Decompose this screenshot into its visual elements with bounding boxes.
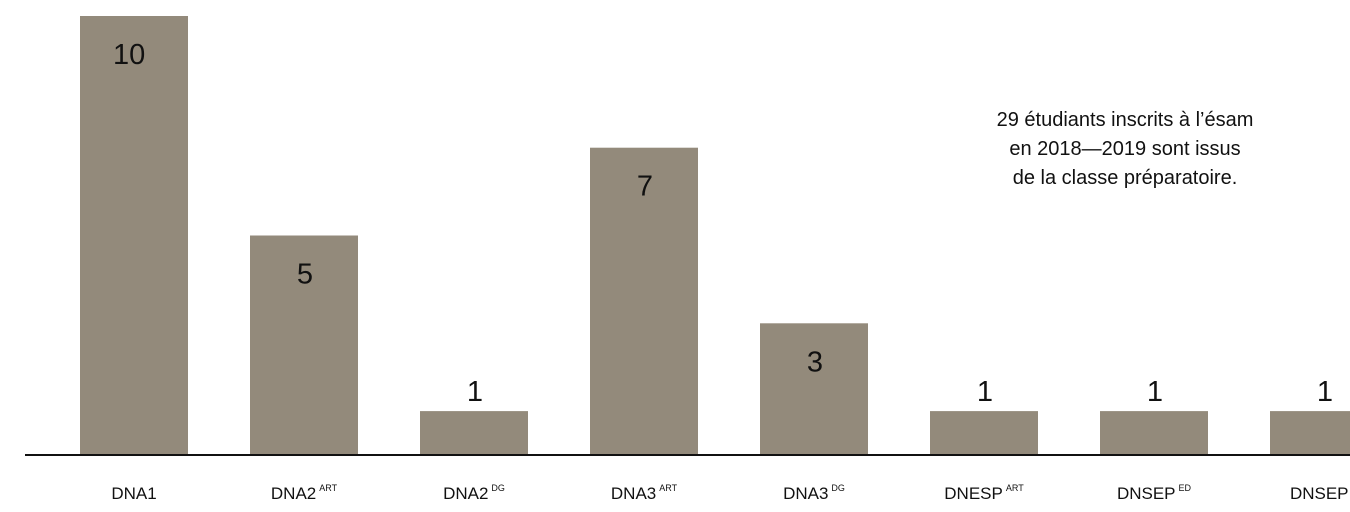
bar-value-label-4: 7 — [637, 171, 653, 203]
bar-value-label-6: 1 — [977, 376, 993, 408]
annotation-line-2: en 2018—2019 sont issus — [1009, 138, 1241, 160]
category-label-main: DNA1 — [111, 484, 156, 503]
category-label-4: DNA3 ART — [611, 483, 678, 503]
category-label-main: DNA2 — [271, 484, 316, 503]
category-label-7: DNSEP ED — [1117, 483, 1192, 503]
category-label-main: DNA2 — [443, 484, 488, 503]
chart-annotation: 29 étudiants inscrits à l’ésam en 2018—2… — [915, 106, 1335, 193]
bar-7 — [1100, 411, 1208, 455]
bar-6 — [930, 411, 1038, 455]
category-label-5: DNA3 DG — [783, 483, 845, 503]
category-label-main: DNESP — [944, 484, 1003, 503]
category-label-superscript: DG — [491, 483, 505, 493]
bar-value-label-5: 3 — [807, 346, 823, 378]
category-label-8: DNSEPC — [1290, 483, 1350, 503]
category-label-superscript: ART — [319, 483, 337, 493]
bar-value-label-3: 1 — [467, 376, 483, 408]
bar-1 — [80, 16, 188, 455]
annotation-line-3: de la classe préparatoire. — [1012, 167, 1238, 189]
annotation-line-1: 29 étudiants inscrits à l’ésam — [996, 109, 1254, 131]
category-label-superscript: DG — [831, 483, 845, 493]
category-label-main: DNSEP — [1290, 484, 1349, 503]
bar-8 — [1270, 411, 1350, 455]
category-label-main: DNA3 — [783, 484, 828, 503]
category-label-1: DNA1 — [111, 484, 156, 503]
category-label-main: DNSEP — [1117, 484, 1176, 503]
category-label-3: DNA2 DG — [443, 483, 505, 503]
category-label-superscript: ED — [1179, 483, 1192, 493]
category-label-main: DNA3 — [611, 484, 656, 503]
category-label-superscript: ART — [1006, 483, 1024, 493]
bar-5 — [760, 323, 868, 455]
bar-2 — [250, 235, 358, 455]
bar-4 — [590, 147, 698, 455]
bar-value-label-7: 1 — [1147, 376, 1163, 408]
category-label-6: DNESP ART — [944, 483, 1024, 503]
bar-value-label-8: 1 — [1317, 376, 1333, 408]
category-label-superscript: ART — [659, 483, 677, 493]
bar-value-label-2: 5 — [297, 259, 313, 291]
category-label-2: DNA2 ART — [271, 483, 338, 503]
bar-value-label-1: 10 — [113, 39, 145, 71]
bar-3 — [420, 411, 528, 455]
